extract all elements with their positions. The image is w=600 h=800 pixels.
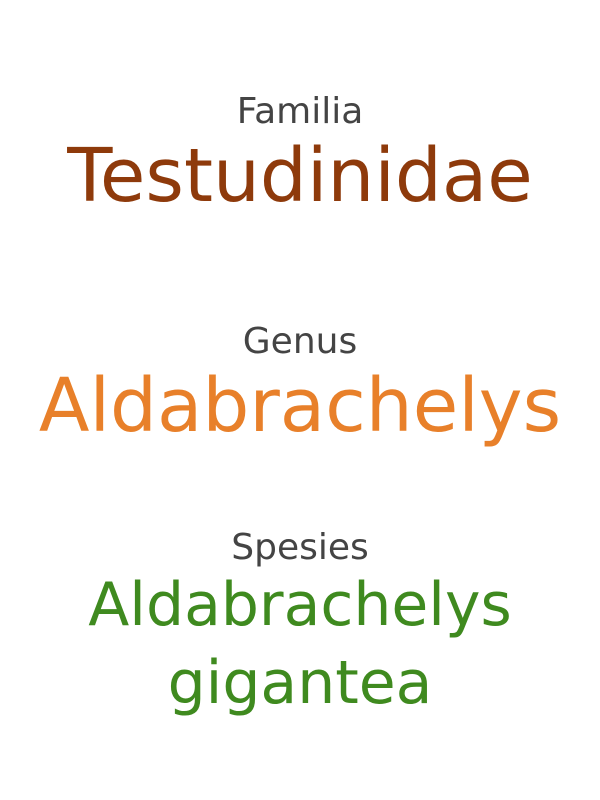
genus-name: Aldabrachelys (38, 363, 562, 449)
familia-rank-label: Familia (236, 91, 364, 132)
species-name-line2: gigantea (167, 648, 433, 718)
species-rank-label: Spesies (231, 527, 369, 568)
familia-name: Testudinidae (67, 133, 533, 219)
genus-rank-label: Genus (242, 321, 358, 362)
species-name-line1: Aldabrachelys (88, 570, 512, 640)
